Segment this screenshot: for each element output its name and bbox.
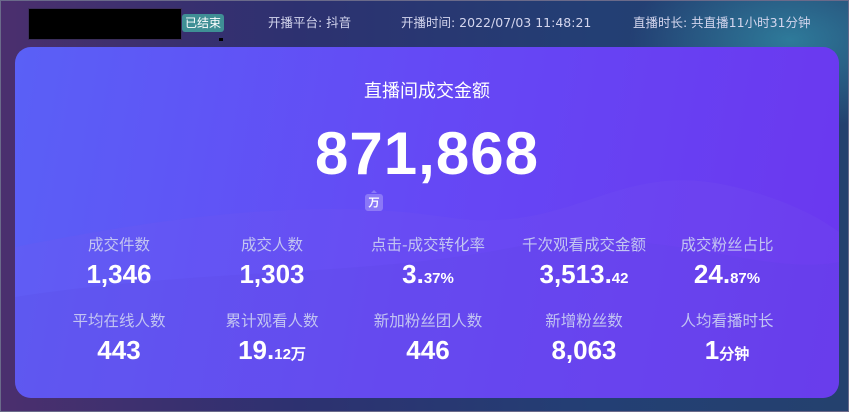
metric-value-main: 1	[704, 335, 720, 365]
metric-value-main: 8,063	[551, 335, 617, 365]
metric-value: 443	[44, 334, 194, 371]
metric-value-main: 19.	[238, 335, 275, 365]
metric-item: 累计观看人数 19.12万	[197, 311, 347, 371]
metric-label: 平均在线人数	[72, 312, 166, 330]
metric-value-main: 1,303	[239, 259, 305, 289]
metric-label: 成交粉丝占比	[680, 236, 774, 254]
metric-item: 新增粉丝数 8,063	[509, 311, 659, 371]
metric-label: 成交人数	[240, 236, 303, 254]
amount-unit-tag: 万	[365, 190, 383, 211]
metric-value: 24.87%	[652, 258, 802, 295]
metric-label: 新加粉丝团人数	[373, 312, 483, 330]
metric-label: 点击-成交转化率	[370, 236, 486, 254]
metric-label: 成交件数	[87, 236, 150, 254]
metric-value-suffix: 37%	[423, 270, 454, 287]
redacted-mark	[219, 38, 223, 41]
metric-value-main: 3.	[402, 259, 424, 289]
header: 已结束 开播平台: 抖音 开播时间: 2022/07/03 11:48:21 直…	[1, 1, 849, 45]
metric-value-suffix: 12万	[274, 346, 306, 363]
metric-value: 3,513.42	[509, 258, 659, 295]
metric-value: 3.37%	[353, 258, 503, 295]
metric-value-suffix: 42	[611, 270, 629, 287]
metric-value: 8,063	[509, 334, 659, 371]
metric-label: 人均看播时长	[680, 312, 774, 330]
metric-value-main: 443	[97, 335, 141, 365]
metric-item: 千次观看成交金额 3,513.42	[509, 235, 659, 295]
card-title: 直播间成交金额	[364, 81, 490, 102]
metric-value-main: 3,513.	[539, 259, 612, 289]
sales-card: 直播间成交金额 871,868 万 成交件数 1,346 成交人数 1,303 点击-成…	[15, 47, 839, 398]
metric-value: 446	[353, 334, 503, 371]
metric-item: 新加粉丝团人数 446	[353, 311, 503, 371]
redacted-anchor-name	[28, 8, 182, 40]
metric-value: 1分钟	[652, 334, 802, 371]
metric-label: 新增粉丝数	[545, 312, 623, 330]
metric-value-suffix: 分钟	[719, 346, 750, 363]
metric-value: 1,303	[197, 258, 347, 295]
metric-item: 点击-成交转化率 3.37%	[353, 235, 503, 295]
metric-value-main: 1,346	[86, 259, 152, 289]
platform-info: 开播平台: 抖音	[268, 15, 352, 30]
start-time-info: 开播时间: 2022/07/03 11:48:21	[401, 15, 592, 30]
metric-value: 1,346	[44, 258, 194, 295]
metric-item: 成交人数 1,303	[197, 235, 347, 295]
metric-item: 成交粉丝占比 24.87%	[652, 235, 802, 295]
background-wave	[15, 180, 839, 398]
metric-value-suffix: 87%	[730, 270, 761, 287]
metric-label: 千次观看成交金额	[521, 236, 646, 254]
metric-item: 平均在线人数 443	[44, 311, 194, 371]
metric-value: 19.12万	[197, 334, 347, 371]
metric-value-main: 446	[406, 335, 450, 365]
metric-label: 累计观看人数	[225, 312, 319, 330]
duration-info: 直播时长: 共直播11小时31分钟	[633, 15, 811, 30]
metric-item: 成交件数 1,346	[44, 235, 194, 295]
metric-item: 人均看播时长 1分钟	[652, 311, 802, 371]
status-badge: 已结束	[182, 14, 225, 32]
metric-value-main: 24.	[693, 259, 731, 289]
total-amount: 871,868	[315, 120, 539, 187]
